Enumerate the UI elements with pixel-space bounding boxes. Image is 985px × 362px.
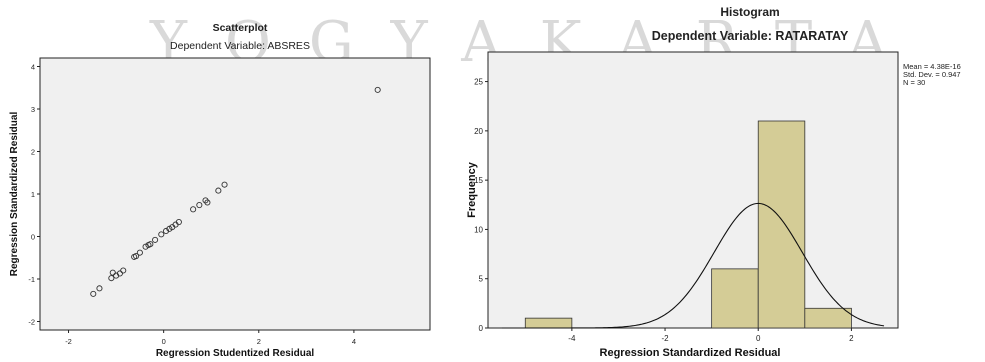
histogram-ylabel: Frequency bbox=[466, 161, 478, 218]
scatter-point bbox=[158, 231, 165, 238]
scatter-xtick-label: 0 bbox=[162, 337, 166, 346]
stat-mean: Mean = 4.38E-16 bbox=[903, 62, 961, 71]
scatter-ytick-label: 2 bbox=[31, 148, 35, 157]
scatterplot-chart: Scatterplot Dependent Variable: ABSRES -… bbox=[9, 22, 431, 359]
scatter-point bbox=[96, 285, 103, 292]
scatter-point bbox=[221, 181, 228, 188]
scatter-point bbox=[196, 201, 203, 209]
scatter-point bbox=[90, 290, 97, 297]
histogram-ytick-label: 25 bbox=[474, 78, 483, 87]
scatter-point bbox=[120, 267, 127, 274]
scatter-point bbox=[190, 206, 197, 213]
histogram-xlabel: Regression Standardized Residual bbox=[600, 347, 781, 359]
scatter-point bbox=[136, 249, 143, 256]
histogram-ytick-label: 15 bbox=[474, 176, 483, 185]
scatter-point bbox=[215, 187, 222, 194]
scatter-ylabel: Regression Standardized Residual bbox=[9, 112, 20, 277]
scatter-point bbox=[108, 275, 115, 282]
normal-curve bbox=[501, 202, 885, 329]
histogram-bar bbox=[804, 307, 852, 329]
scatter-xlabel: Regression Studentized Residual bbox=[156, 348, 315, 359]
histogram-title: Histogram bbox=[720, 5, 779, 19]
stat-std-dev: Std. Dev. = 0.947 bbox=[903, 70, 961, 79]
stat-n: N = 30 bbox=[903, 78, 925, 87]
histogram-ytick-label: 5 bbox=[479, 275, 484, 284]
histogram-bar bbox=[757, 120, 806, 329]
histogram-ytick-label: 0 bbox=[479, 324, 484, 333]
histogram-xtick-label: -4 bbox=[568, 334, 576, 343]
scatter-xtick-label: 4 bbox=[352, 337, 356, 346]
histogram-bar bbox=[711, 268, 759, 329]
histogram-plot-area bbox=[487, 51, 899, 329]
scatter-ytick-label: 4 bbox=[31, 63, 35, 72]
histogram-subtitle: Dependent Variable: RATARATAY bbox=[652, 29, 849, 43]
scatter-point bbox=[152, 236, 159, 243]
scatter-title: Scatterplot bbox=[213, 22, 268, 34]
scatter-ytick-label: 1 bbox=[31, 190, 35, 199]
scatter-point bbox=[116, 270, 123, 277]
scatter-point bbox=[147, 241, 154, 248]
scatter-ytick-label: -2 bbox=[28, 318, 35, 327]
scatter-subtitle: Dependent Variable: ABSRES bbox=[170, 40, 310, 52]
scatter-ytick-label: 3 bbox=[31, 105, 35, 114]
histogram-xtick-label: -2 bbox=[661, 334, 669, 343]
scatter-plot-area bbox=[39, 57, 431, 331]
scatter-ytick-label: -1 bbox=[28, 275, 35, 284]
histogram-bar bbox=[524, 317, 573, 329]
histogram-ytick-label: 10 bbox=[474, 225, 483, 234]
scatter-point bbox=[133, 252, 140, 260]
scatter-point bbox=[204, 199, 211, 206]
histogram-ytick-label: 20 bbox=[474, 127, 483, 136]
scatter-ytick-label: 0 bbox=[31, 233, 35, 242]
scatter-xtick-label: 2 bbox=[257, 337, 261, 346]
scatter-xtick-label: -2 bbox=[65, 337, 72, 346]
scatter-point bbox=[109, 269, 116, 276]
scatter-point bbox=[374, 86, 381, 93]
histogram-xtick-label: 0 bbox=[756, 334, 761, 343]
histogram-chart: Histogram Dependent Variable: RATARATAY … bbox=[466, 5, 961, 359]
scatter-point bbox=[175, 218, 182, 226]
histogram-xtick-label: 2 bbox=[849, 334, 854, 343]
